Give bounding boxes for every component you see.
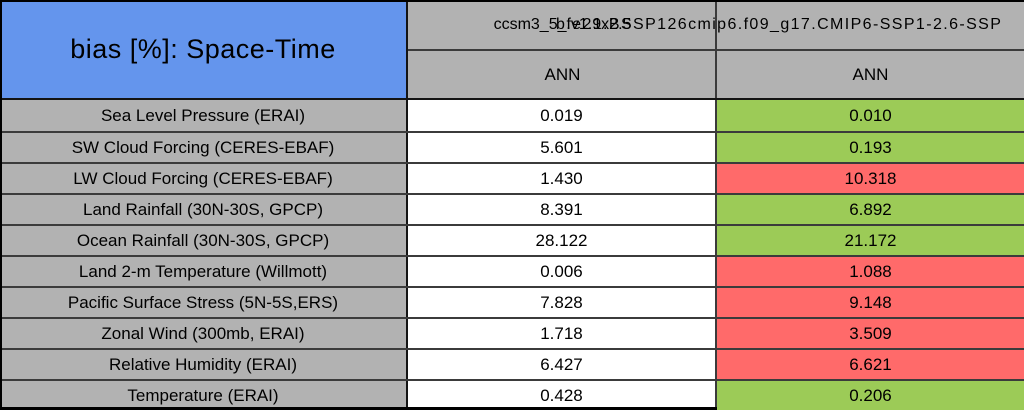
- value-cell-model-1: 1.718: [408, 319, 717, 348]
- value-cell-model-2: 10.318: [717, 164, 1024, 193]
- row-label: Pacific Surface Stress (5N-5S,ERS): [0, 288, 408, 317]
- value-cell-model-1: 0.019: [408, 100, 717, 131]
- column-header-season-2: ANN: [852, 64, 889, 84]
- table-title-cell: bias [%]: Space-Time: [0, 0, 408, 100]
- row-label: Relative Humidity (ERAI): [0, 350, 408, 379]
- frame-left-border: [0, 0, 2, 410]
- row-label: Land 2-m Temperature (Willmott): [0, 257, 408, 286]
- value-cell-model-1: 6.427: [408, 350, 717, 379]
- value-cell-model-1: 1.430: [408, 164, 717, 193]
- value-cell-model-1: 7.828: [408, 288, 717, 317]
- column-header-season-1: ANN: [544, 64, 581, 84]
- value-cell-model-2: 6.892: [717, 195, 1024, 224]
- row-label: Land Rainfall (30N-30S, GPCP): [0, 195, 408, 224]
- value-cell-model-2: 0.010: [717, 100, 1024, 131]
- row-label: Temperature (ERAI): [0, 381, 408, 410]
- season-header-row: ANN ANN: [408, 51, 1024, 98]
- table-row: Pacific Surface Stress (5N-5S,ERS) 7.828 9…: [0, 286, 1024, 317]
- value-cell-model-2: 21.172: [717, 226, 1024, 255]
- table-row: SW Cloud Forcing (CERES-EBAF) 5.601 0.193: [0, 131, 1024, 162]
- page-title: bias [%]: Space-Time: [70, 33, 336, 64]
- table-row: LW Cloud Forcing (CERES-EBAF) 1.430 10.318: [0, 162, 1024, 193]
- row-label: Ocean Rainfall (30N-30S, GPCP): [0, 226, 408, 255]
- frame-top-border: [0, 0, 1024, 2]
- table-row: Ocean Rainfall (30N-30S, GPCP) 28.122 21.1…: [0, 224, 1024, 255]
- value-cell-model-2: 3.509: [717, 319, 1024, 348]
- value-cell-model-2: 6.621: [717, 350, 1024, 379]
- header-band: ccsm3_5_fv1.9x2.5 b.e21.BSSP126cmip6.f09…: [408, 0, 1024, 100]
- value-cell-model-1: 0.428: [408, 381, 717, 410]
- value-cell-model-2: 0.206: [717, 381, 1024, 410]
- value-cell-model-1: 5.601: [408, 133, 717, 162]
- value-cell-model-1: 0.006: [408, 257, 717, 286]
- frame-bottom-border: [0, 407, 717, 410]
- row-label: Zonal Wind (300mb, ERAI): [0, 319, 408, 348]
- table-row: Land 2-m Temperature (Willmott) 0.006 1.08…: [0, 255, 1024, 286]
- model-header-row: ccsm3_5_fv1.9x2.5 b.e21.BSSP126cmip6.f09…: [408, 0, 1024, 51]
- table-row: Temperature (ERAI) 0.428 0.206: [0, 379, 1024, 410]
- row-label: SW Cloud Forcing (CERES-EBAF): [0, 133, 408, 162]
- row-label: LW Cloud Forcing (CERES-EBAF): [0, 164, 408, 193]
- value-cell-model-1: 28.122: [408, 226, 717, 255]
- value-cell-model-2: 1.088: [717, 257, 1024, 286]
- row-label: Sea Level Pressure (ERAI): [0, 100, 408, 131]
- column-header-model-2: b.e21.BSSP126cmip6.f09_g17.CMIP6-SSP1-2.…: [556, 15, 1003, 33]
- table-row: Sea Level Pressure (ERAI) 0.019 0.010: [0, 100, 1024, 131]
- value-cell-model-1: 8.391: [408, 195, 717, 224]
- value-cell-model-2: 9.148: [717, 288, 1024, 317]
- value-cell-model-2: 0.193: [717, 133, 1024, 162]
- column-header-model-1: ccsm3_5_fv1.9x2.5: [493, 15, 632, 33]
- table-body: Sea Level Pressure (ERAI) 0.019 0.010 SW Cl…: [0, 100, 1024, 410]
- table-row: Land Rainfall (30N-30S, GPCP) 8.391 6.892: [0, 193, 1024, 224]
- table-row: Zonal Wind (300mb, ERAI) 1.718 3.509: [0, 317, 1024, 348]
- table-row: Relative Humidity (ERAI) 6.427 6.621: [0, 348, 1024, 379]
